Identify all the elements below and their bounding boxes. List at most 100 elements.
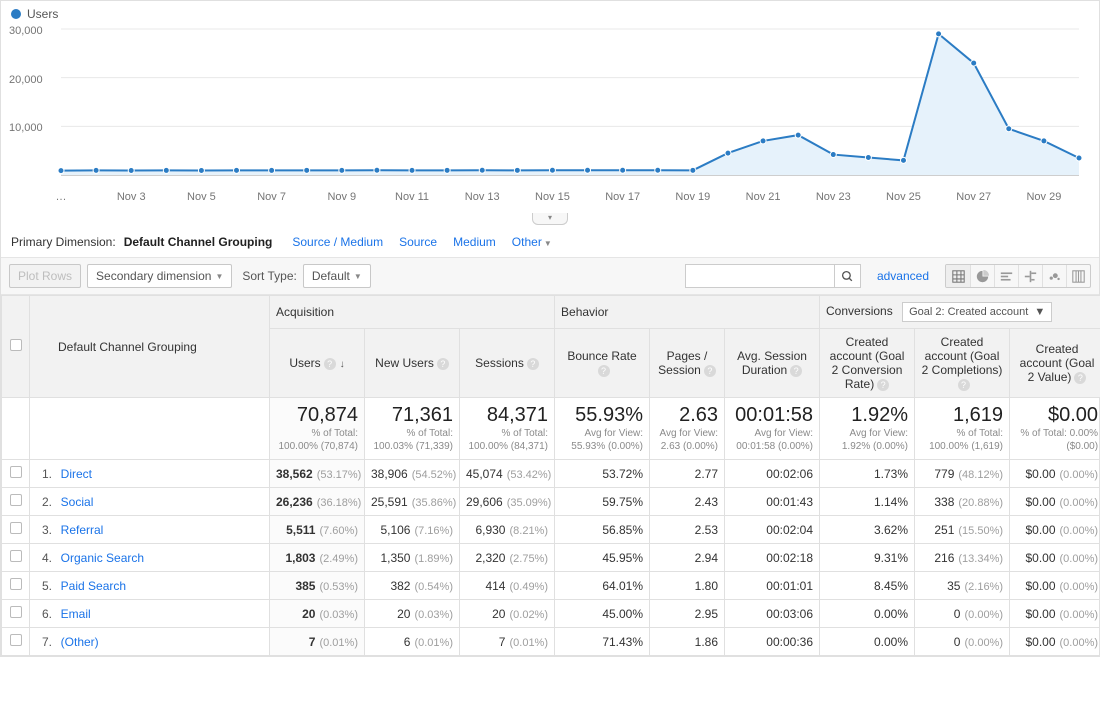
- cell-pages: 1.80: [650, 572, 725, 600]
- cell-users: 26,236(36.18%): [270, 488, 365, 516]
- col-users[interactable]: Users?↓: [270, 329, 365, 398]
- cell-completions: 216(13.34%): [915, 544, 1010, 572]
- help-icon: ?: [324, 358, 336, 370]
- col-pages[interactable]: Pages / Session?: [650, 329, 725, 398]
- x-tick-label: Nov 15: [535, 191, 570, 203]
- chevron-down-icon: ▼: [354, 272, 362, 281]
- x-tick-label: Nov 27: [956, 191, 991, 203]
- y-tick-label: 20,000: [9, 74, 53, 86]
- cell-sessions: 7(0.01%): [460, 628, 555, 656]
- x-tick-label: Nov 5: [187, 191, 216, 203]
- help-icon: ?: [704, 365, 716, 377]
- cell-sessions: 20(0.02%): [460, 600, 555, 628]
- x-tick-label: Nov 13: [465, 191, 500, 203]
- channel-cell: 7. (Other): [30, 628, 270, 656]
- channel-link[interactable]: Paid Search: [61, 579, 126, 593]
- row-checkbox[interactable]: [2, 516, 30, 544]
- help-icon: ?: [527, 358, 539, 370]
- view-pivot-icon[interactable]: [1066, 265, 1090, 287]
- row-checkbox[interactable]: [2, 572, 30, 600]
- view-bar-icon[interactable]: [994, 265, 1018, 287]
- channel-cell: 2. Social: [30, 488, 270, 516]
- channel-link[interactable]: Email: [61, 607, 91, 621]
- tab-source-medium[interactable]: Source / Medium: [292, 235, 383, 249]
- col-bounce[interactable]: Bounce Rate?: [555, 329, 650, 398]
- col-completions[interactable]: Created account (Goal 2 Completions)?: [915, 329, 1010, 398]
- col-new-users[interactable]: New Users?: [365, 329, 460, 398]
- cell-pages: 2.77: [650, 460, 725, 488]
- cell-duration: 00:00:36: [725, 628, 820, 656]
- channel-link[interactable]: Referral: [61, 523, 104, 537]
- table-row: 6. Email20(0.03%)20(0.03%)20(0.02%)45.00…: [2, 600, 1100, 628]
- tab-medium[interactable]: Medium: [453, 235, 496, 249]
- cell-new-users: 25,591(35.86%): [365, 488, 460, 516]
- row-checkbox[interactable]: [2, 600, 30, 628]
- view-pie-icon[interactable]: [970, 265, 994, 287]
- row-checkbox[interactable]: [2, 544, 30, 572]
- x-tick-label: Nov 7: [257, 191, 286, 203]
- table-row: 3. Referral5,511(7.60%)5,106(7.16%)6,930…: [2, 516, 1100, 544]
- channel-cell: 6. Email: [30, 600, 270, 628]
- cell-sessions: 6,930(8.21%): [460, 516, 555, 544]
- cell-completions: 0(0.00%): [915, 600, 1010, 628]
- channel-link[interactable]: Direct: [61, 467, 92, 481]
- cell-conv-rate: 8.45%: [820, 572, 915, 600]
- sort-type-button[interactable]: Default▼: [303, 264, 371, 288]
- chevron-down-icon: ▼: [215, 272, 223, 281]
- cell-sessions: 29,606(35.09%): [460, 488, 555, 516]
- conversions-goal-select[interactable]: Goal 2: Created account ▼: [902, 302, 1052, 322]
- channel-header[interactable]: Default Channel Grouping: [30, 296, 270, 398]
- row-checkbox[interactable]: [2, 460, 30, 488]
- cell-conv-rate: 9.31%: [820, 544, 915, 572]
- cell-users: 1,803(2.49%): [270, 544, 365, 572]
- col-value[interactable]: Created account (Goal 2 Value)?: [1010, 329, 1100, 398]
- tab-source[interactable]: Source: [399, 235, 437, 249]
- x-tick-label: …: [56, 191, 67, 203]
- tab-other[interactable]: Other: [512, 235, 542, 249]
- group-acquisition: Acquisition: [270, 296, 555, 329]
- advanced-link[interactable]: advanced: [877, 269, 929, 283]
- primary-dimension-label: Primary Dimension:: [11, 235, 116, 249]
- view-cloud-icon[interactable]: [1042, 265, 1066, 287]
- x-tick-label: Nov 11: [395, 191, 429, 203]
- col-conv-rate[interactable]: Created account (Goal 2 Conversion Rate)…: [820, 329, 915, 398]
- row-checkbox[interactable]: [2, 628, 30, 656]
- tab-default-channel-grouping[interactable]: Default Channel Grouping: [124, 235, 273, 249]
- row-checkbox[interactable]: [2, 488, 30, 516]
- cell-conv-rate: 0.00%: [820, 628, 915, 656]
- view-table-icon[interactable]: [946, 265, 970, 287]
- chevron-down-icon: ▼: [544, 239, 552, 248]
- view-comparison-icon[interactable]: [1018, 265, 1042, 287]
- search-button[interactable]: [835, 264, 861, 288]
- cell-value: $0.00(0.00%): [1010, 628, 1100, 656]
- search-input[interactable]: [685, 264, 835, 288]
- legend-dot-icon: [11, 9, 21, 19]
- select-all-header[interactable]: [2, 296, 30, 398]
- cell-value: $0.00(0.00%): [1010, 544, 1100, 572]
- checkbox-icon: [10, 578, 22, 590]
- cell-pages: 2.53: [650, 516, 725, 544]
- help-icon: ?: [1074, 372, 1086, 384]
- cell-users: 20(0.03%): [270, 600, 365, 628]
- secondary-dimension-button[interactable]: Secondary dimension▼: [87, 264, 232, 288]
- chart-expand-handle[interactable]: ▾: [1, 209, 1099, 225]
- channel-link[interactable]: Organic Search: [61, 551, 144, 565]
- col-duration[interactable]: Avg. Session Duration?: [725, 329, 820, 398]
- cell-new-users: 6(0.01%): [365, 628, 460, 656]
- channel-cell: 1. Direct: [30, 460, 270, 488]
- cell-conv-rate: 3.62%: [820, 516, 915, 544]
- cell-bounce: 45.00%: [555, 600, 650, 628]
- channel-link[interactable]: Social: [61, 495, 94, 509]
- x-tick-label: Nov 25: [886, 191, 921, 203]
- group-conversions: Conversions Goal 2: Created account ▼: [820, 296, 1100, 329]
- cell-users: 7(0.01%): [270, 628, 365, 656]
- cell-bounce: 45.95%: [555, 544, 650, 572]
- channel-link[interactable]: (Other): [61, 635, 99, 649]
- channel-cell: 5. Paid Search: [30, 572, 270, 600]
- primary-dimension-row: Primary Dimension: Default Channel Group…: [1, 225, 1099, 257]
- plot-rows-button[interactable]: Plot Rows: [9, 264, 81, 288]
- cell-completions: 0(0.00%): [915, 628, 1010, 656]
- sort-type-label: Sort Type:: [242, 269, 296, 283]
- cell-sessions: 45,074(53.42%): [460, 460, 555, 488]
- col-sessions[interactable]: Sessions?: [460, 329, 555, 398]
